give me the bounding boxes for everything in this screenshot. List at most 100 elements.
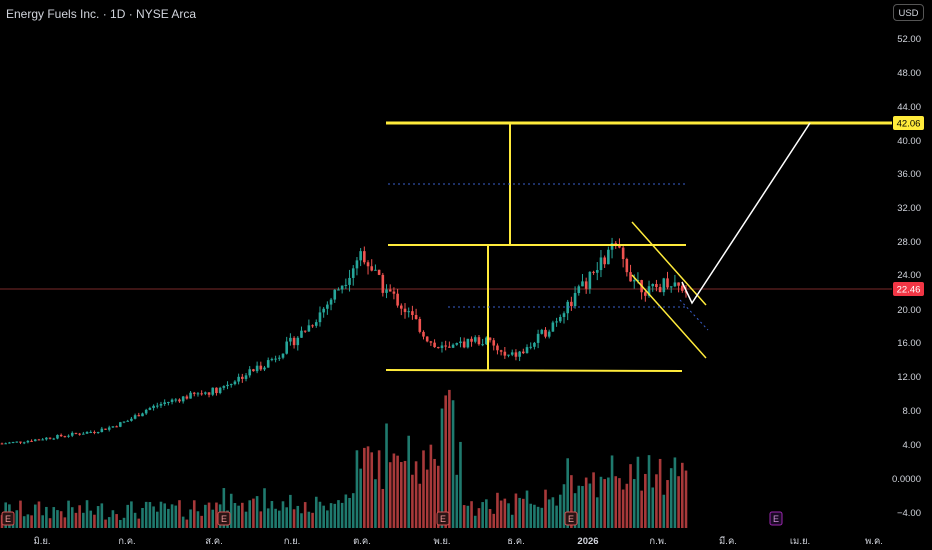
candle-body: [595, 270, 599, 273]
volume-bar: [337, 500, 340, 528]
volume-bar: [207, 502, 211, 528]
volume-bar: [473, 515, 477, 528]
candle-body: [473, 337, 477, 342]
earnings-marker[interactable]: E: [564, 511, 578, 526]
candle-body: [363, 251, 366, 263]
candle-body: [544, 329, 547, 337]
price-tick: 28.00: [897, 237, 921, 248]
volume-bar: [74, 512, 78, 528]
price-axis[interactable]: 52.00 48.00 44.00 40.00 36.00 32.00 28.00 24.00…: [892, 34, 921, 519]
currency-button[interactable]: USD: [893, 4, 924, 21]
candle-body: [507, 354, 510, 356]
candle-body: [459, 341, 462, 344]
volume-bar: [462, 505, 466, 528]
volume-bar: [496, 492, 499, 528]
candle-body: [525, 347, 529, 354]
volume-bar: [385, 423, 388, 528]
channel-lower: [631, 274, 707, 359]
candle-body: [647, 286, 651, 296]
volume-bar: [658, 458, 662, 528]
current-price-label: 22.46: [893, 282, 924, 296]
candle-body: [96, 432, 100, 434]
candle-body: [322, 308, 325, 313]
candle-body: [607, 249, 610, 265]
candle-body: [366, 262, 370, 267]
candle-body: [37, 439, 41, 441]
candle-body: [266, 360, 270, 368]
volume-bar: [669, 468, 673, 528]
time-axis[interactable]: มิ.ย. ก.ค. ส.ค. ก.ย. ต.ค. พ.ย. ธ.ค. 2026 ก.พ. มี.…: [33, 535, 883, 547]
earnings-marker[interactable]: E: [1, 511, 15, 526]
svg-text:E: E: [5, 514, 11, 524]
candle-body: [300, 330, 303, 338]
price-tick: 48.00: [897, 68, 921, 79]
candle-body: [59, 434, 63, 437]
candle-body: [185, 396, 189, 399]
volume-bar: [22, 516, 26, 528]
candle-body: [662, 278, 666, 293]
volume-bar: [603, 479, 606, 528]
candle-body: [211, 387, 215, 395]
candle-body: [178, 399, 181, 402]
candle-body: [407, 311, 411, 313]
volume-bar: [555, 505, 558, 528]
volume-bar: [56, 510, 59, 528]
volume-bar: [289, 494, 292, 528]
candle-body: [93, 431, 96, 433]
candle-body: [63, 436, 67, 438]
price-tick: 0.0000: [892, 474, 921, 485]
volume-bar: [196, 511, 200, 528]
candle-body: [485, 337, 488, 345]
candle-body: [503, 351, 507, 356]
candle-body: [307, 325, 311, 332]
volume-bar: [673, 457, 677, 528]
target-price-label: 42.06: [893, 116, 924, 130]
candle-body: [222, 386, 226, 388]
volume-bar: [422, 450, 425, 528]
volume-bar: [366, 446, 370, 528]
volume-bar: [67, 500, 70, 528]
volume-bar: [414, 461, 418, 528]
volume-bar: [115, 514, 118, 528]
volume-bar: [544, 489, 547, 528]
volume-bar: [307, 511, 311, 528]
candle-body: [133, 415, 137, 419]
volume-bar: [185, 519, 189, 528]
volume-bar: [485, 499, 488, 528]
volume-bar: [451, 400, 455, 528]
time-tick: ก.พ.: [649, 536, 666, 547]
time-tick: ก.ย.: [284, 536, 301, 547]
volume-bar: [518, 497, 521, 528]
candle-body: [0, 443, 4, 445]
volume-bar: [629, 464, 632, 528]
current-price-text: 22.46: [897, 285, 921, 296]
volume-bar: [200, 515, 203, 528]
earnings-marker[interactable]: E: [769, 511, 783, 526]
volume-bar: [255, 496, 259, 528]
candle-body: [481, 344, 484, 346]
candle-body: [351, 268, 355, 278]
volume-bar: [141, 507, 144, 528]
candle-body: [374, 269, 377, 271]
candle-body: [514, 352, 518, 357]
candle-body: [488, 337, 492, 341]
candle-body: [303, 330, 307, 332]
candle-body: [48, 437, 52, 439]
candle-body: [562, 313, 566, 318]
candle-body: [400, 305, 403, 309]
earnings-marker[interactable]: E: [217, 511, 231, 526]
volume-bar: [222, 488, 226, 528]
time-tick: ธ.ค.: [507, 536, 524, 547]
earnings-marker[interactable]: E: [436, 511, 450, 526]
candle-body: [296, 337, 300, 346]
volume-bar: [155, 511, 159, 528]
volume-bar: [558, 494, 562, 528]
candle-body: [141, 413, 144, 417]
candle-body: [522, 351, 525, 354]
candle-body: [355, 260, 359, 269]
candle-body: [492, 340, 496, 346]
candle-body: [425, 336, 429, 342]
candle-body: [573, 293, 577, 307]
